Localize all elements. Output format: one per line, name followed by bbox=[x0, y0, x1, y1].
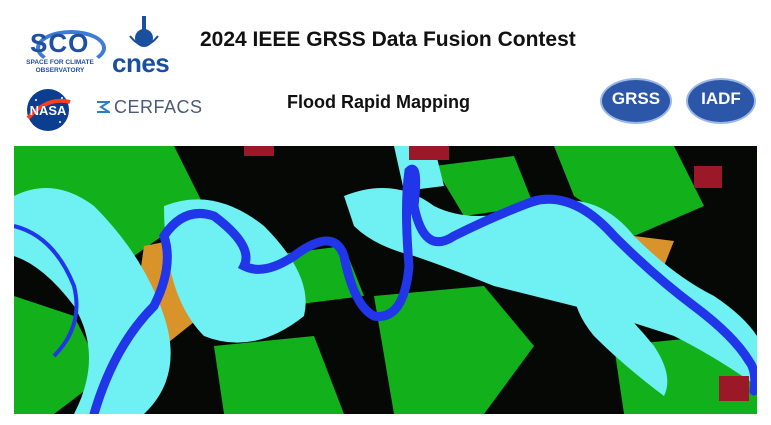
iadf-logo-text: IADF bbox=[701, 89, 741, 108]
nasa-meatball-icon: NASA bbox=[26, 89, 71, 131]
grss-badge-icon bbox=[600, 78, 672, 124]
cnes-logo: cnes bbox=[108, 14, 182, 80]
cerfacs-logo-text: CERFACS bbox=[114, 97, 203, 117]
cnes-logo-text: cnes bbox=[112, 48, 170, 78]
grss-logo: GRSS bbox=[600, 78, 672, 124]
nasa-logo-text: NASA bbox=[30, 103, 67, 118]
cerfacs-mark-icon bbox=[97, 101, 110, 113]
flood-map bbox=[14, 146, 757, 414]
grss-logo-text: GRSS bbox=[611, 89, 661, 108]
urban-layer bbox=[244, 146, 749, 401]
page-title: 2024 IEEE GRSS Data Fusion Contest bbox=[200, 28, 576, 51]
iadf-badge-icon bbox=[686, 78, 756, 124]
sco-logo-text: SCO bbox=[30, 28, 90, 58]
cerfacs-logo: CERFACS bbox=[96, 96, 206, 120]
sco-ring-icon bbox=[36, 30, 106, 66]
iadf-logo: IADF bbox=[686, 78, 756, 124]
river-side-channel bbox=[14, 224, 79, 358]
sco-logo-tagline: SPACE FOR CLIMATE OBSERVATORY bbox=[26, 59, 94, 74]
page-subtitle: Flood Rapid Mapping bbox=[287, 92, 470, 112]
cnes-satellite-icon bbox=[129, 16, 159, 47]
river-channel bbox=[89, 164, 757, 414]
sco-logo: SCO SPACE FOR CLIMATE OBSERVATORY bbox=[14, 22, 106, 80]
nasa-logo: NASA bbox=[22, 88, 74, 132]
